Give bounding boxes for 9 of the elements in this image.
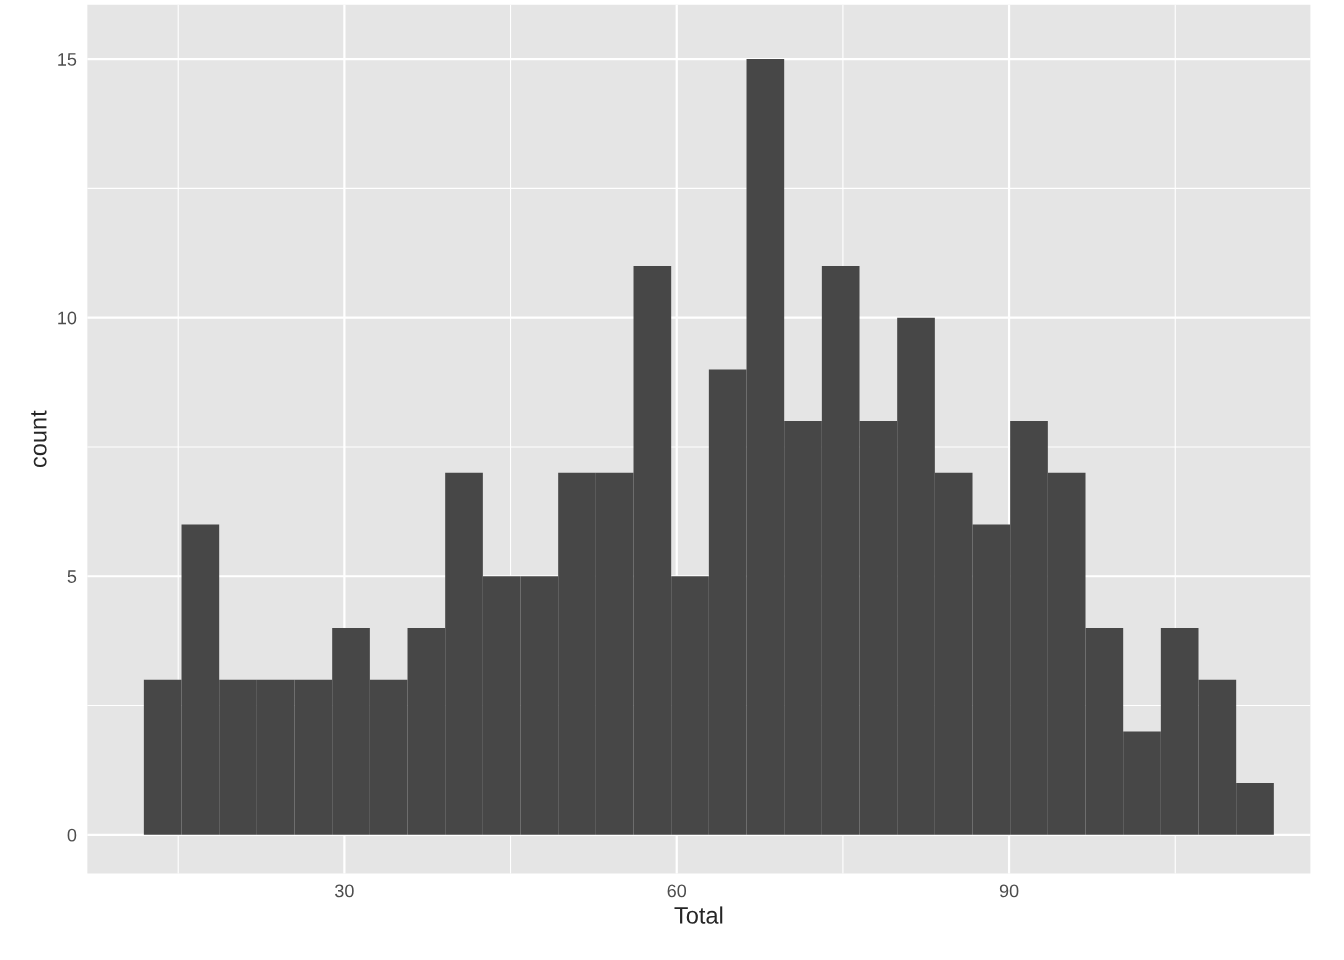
x-axis-title: Total	[674, 906, 723, 924]
y-tick-label: 0	[67, 828, 77, 842]
x-tick-label: 90	[999, 884, 1019, 898]
y-tick-label: 10	[58, 311, 77, 325]
y-tick-label: 5	[67, 570, 77, 583]
x-tick-label: 30	[335, 884, 354, 898]
y-tick-label: 15	[58, 53, 77, 66]
x-tick-label: 60	[667, 884, 687, 898]
y-axis-title: count	[31, 410, 47, 468]
